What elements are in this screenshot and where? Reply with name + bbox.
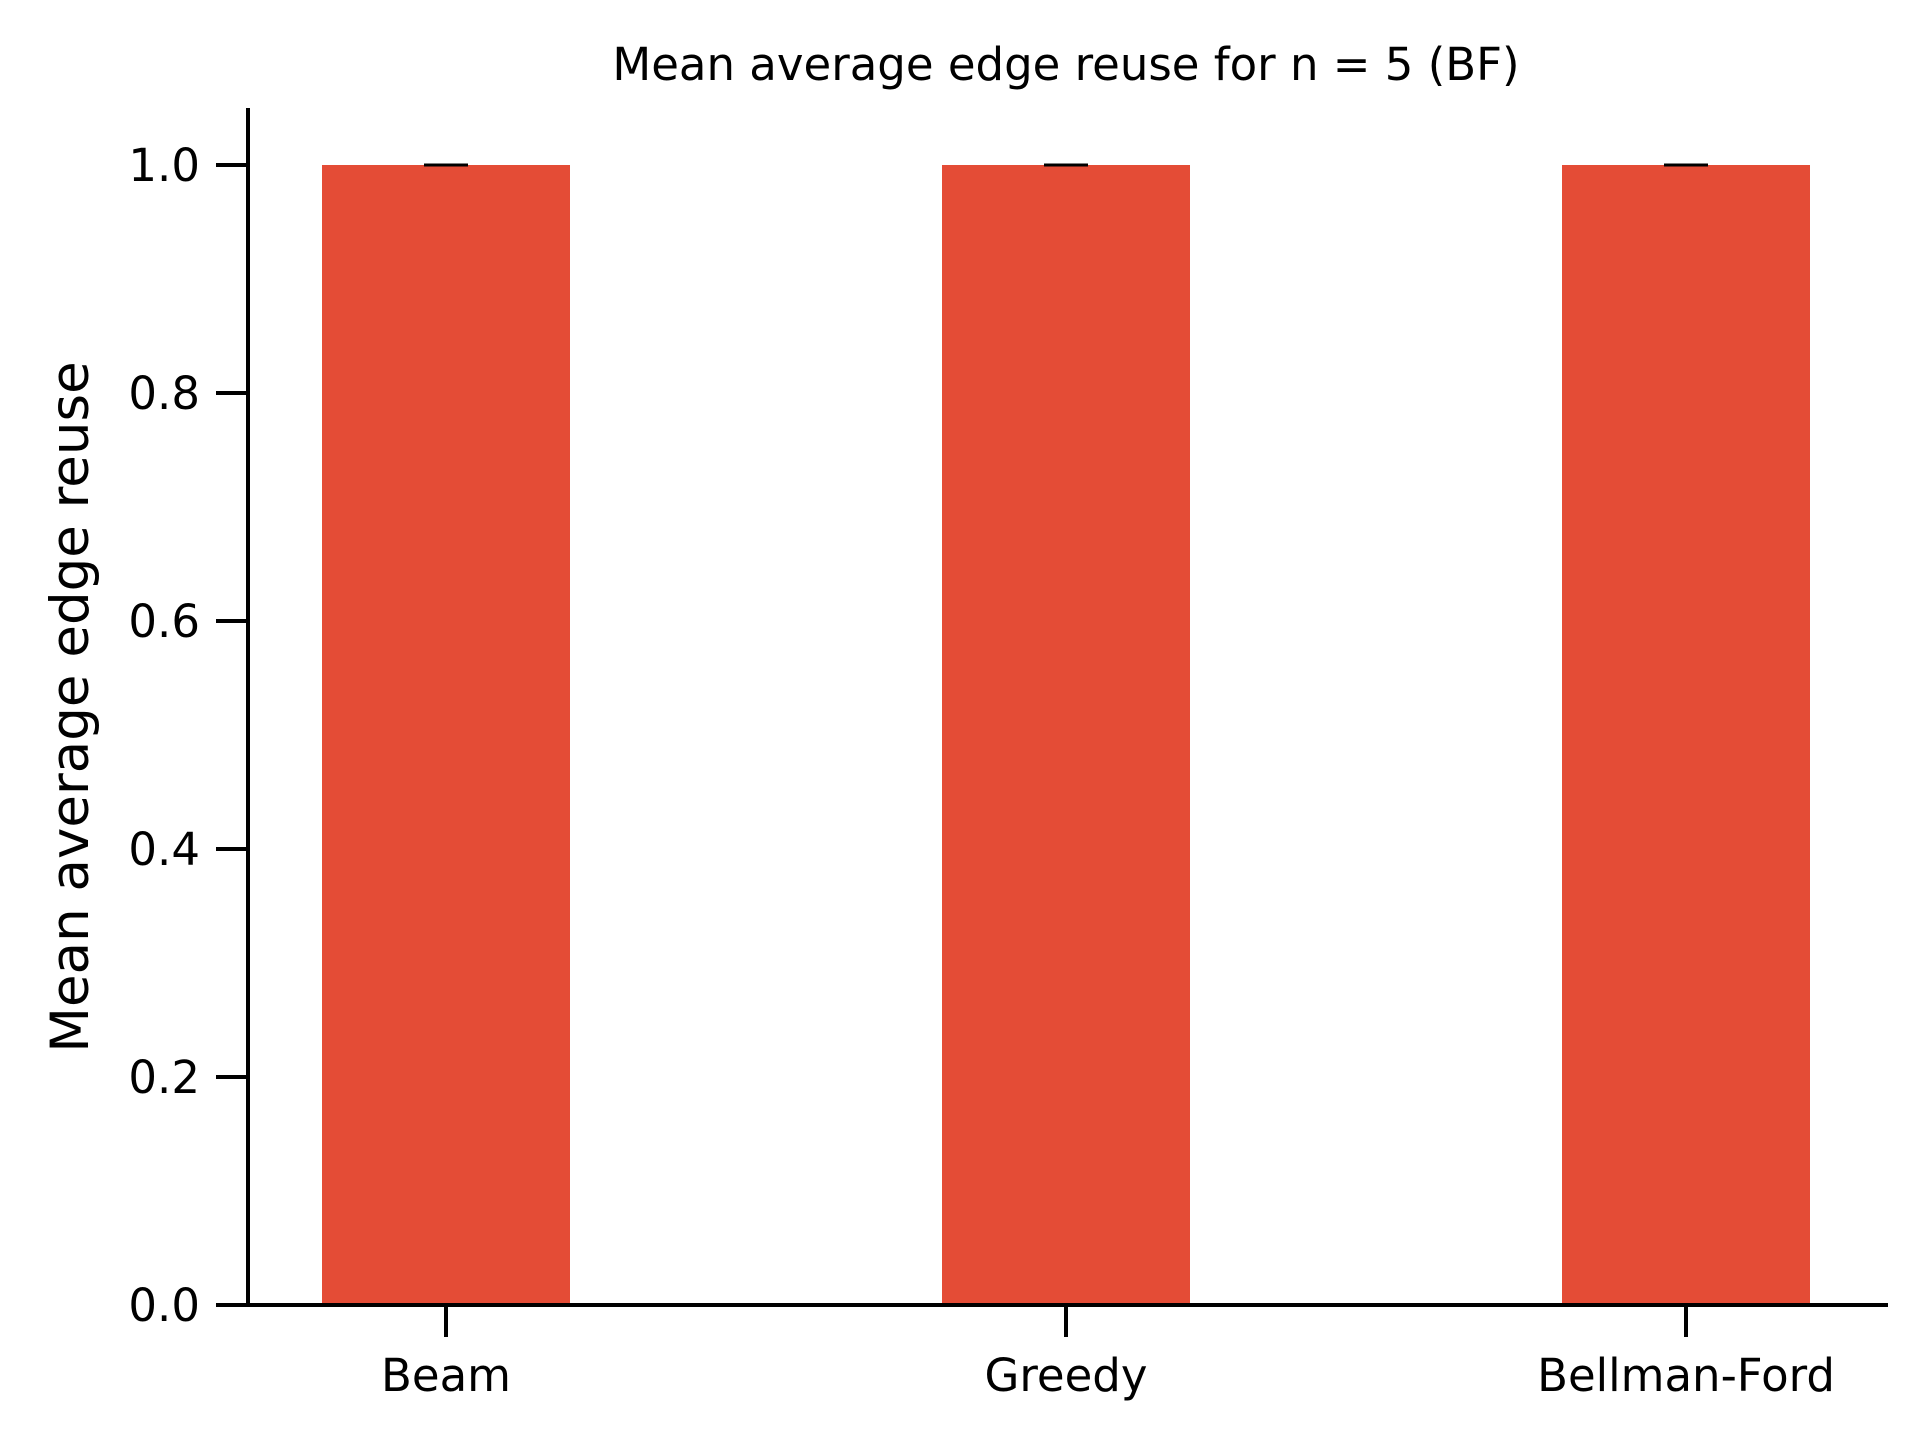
plot-area: Beam Greedy Bellman-Ford 0.0 0.2 0.4 0.6 0.8 1.0 [128,108,1888,1402]
y-tick-label: 0.8 [128,367,200,420]
y-tick-label: 0.0 [128,1279,200,1332]
x-tick-label: Beam [381,1349,511,1402]
chart-title: Mean average edge reuse for n = 5 (BF) [612,38,1519,91]
x-tick-label: Bellman-Ford [1537,1349,1835,1402]
x-tick-label: Greedy [985,1349,1148,1402]
bar-bellman-ford [1562,165,1810,1305]
bar-greedy [942,165,1190,1305]
bar-beam [322,165,570,1305]
y-tick-label: 0.2 [128,1051,200,1104]
y-tick-label: 0.6 [128,595,200,648]
y-tick-label: 0.4 [128,823,200,876]
y-tick-label: 1.0 [128,139,200,192]
y-axis-label: Mean average edge reuse [40,361,101,1052]
